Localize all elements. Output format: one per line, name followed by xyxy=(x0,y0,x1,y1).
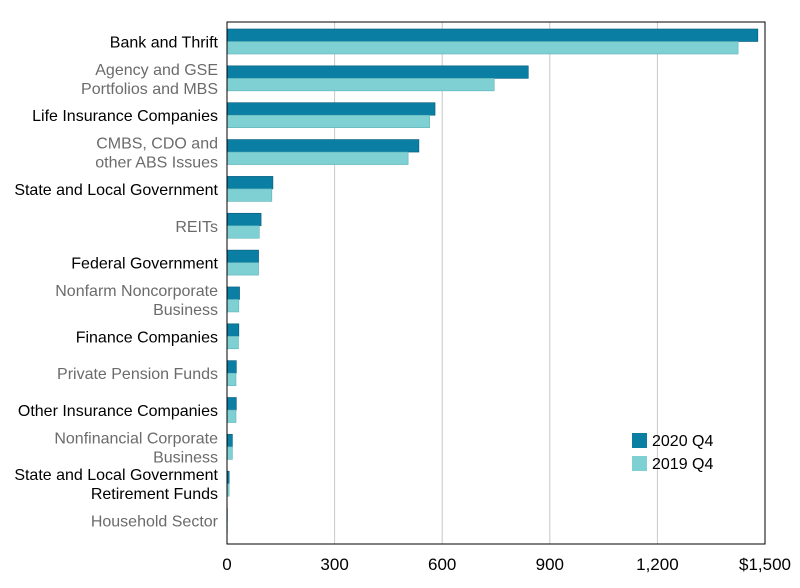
category-label: Business xyxy=(153,302,218,319)
bar-2020-q4 xyxy=(226,65,529,79)
x-tick-label: 0 xyxy=(222,555,231,574)
legend-swatch-2020 xyxy=(632,433,647,448)
bar-2020-q4 xyxy=(226,286,240,300)
x-tick-label: $1,500 xyxy=(739,555,791,574)
category-label: CMBS, CDO and xyxy=(96,136,218,153)
category-label: Bank and Thrift xyxy=(110,35,219,52)
bar-2020-q4 xyxy=(226,360,237,374)
bar-2019-q4 xyxy=(226,114,430,128)
category-label: Household Sector xyxy=(91,514,219,531)
bar-2019-q4 xyxy=(226,41,739,55)
bar-2019-q4 xyxy=(226,372,237,386)
bar-2019-q4 xyxy=(226,409,237,423)
category-label: State and Local Government xyxy=(14,467,218,484)
category-label: Nonfarm Noncorporate xyxy=(55,283,218,300)
x-axis-ticks: 0 300 600 900 1,200 $1,500 xyxy=(222,555,791,574)
bar-2020-q4 xyxy=(226,249,259,263)
category-label: Portfolios and MBS xyxy=(81,81,218,98)
category-label: Life Insurance Companies xyxy=(32,108,218,125)
bar-2019-q4 xyxy=(226,335,239,350)
bars xyxy=(226,28,759,534)
category-label: Private Pension Funds xyxy=(57,366,218,383)
bar-2019-q4 xyxy=(226,262,259,276)
bar-2020-q4 xyxy=(226,212,262,227)
legend-label-2019: 2019 Q4 xyxy=(652,456,713,473)
bar-2020-q4 xyxy=(226,28,759,42)
bar-2019-q4 xyxy=(226,188,273,202)
bar-2020-q4 xyxy=(226,397,237,411)
x-tick-label: 1,200 xyxy=(636,555,679,574)
category-label: Nonfinancial Corporate xyxy=(54,430,218,447)
gridlines xyxy=(334,22,658,544)
plot-frame xyxy=(226,21,766,545)
legend-swatch-2019 xyxy=(632,456,647,471)
bar-2019-q4 xyxy=(226,151,409,165)
bar-2019-q4 xyxy=(226,299,240,313)
bar-2020-q4 xyxy=(226,102,436,116)
legend-label-2020: 2020 Q4 xyxy=(652,433,713,450)
category-label: Federal Government xyxy=(71,256,218,273)
bar-2020-q4 xyxy=(226,434,233,448)
bar-2020-q4 xyxy=(226,139,420,153)
x-tick-label: 900 xyxy=(536,555,564,574)
x-tick-label: 300 xyxy=(320,555,348,574)
bar-2019-q4 xyxy=(226,225,260,239)
category-label: Agency and GSE xyxy=(95,62,218,79)
category-label: Finance Companies xyxy=(76,329,218,346)
bar-2020-q4 xyxy=(226,323,240,337)
bar-2020-q4 xyxy=(226,176,274,190)
category-label: Business xyxy=(153,449,218,466)
bar-2019-q4 xyxy=(226,78,495,92)
bar-2019-q4 xyxy=(226,446,233,460)
category-label: State and Local Government xyxy=(14,182,218,199)
category-label: Other Insurance Companies xyxy=(18,403,218,420)
x-tick-label: 600 xyxy=(428,555,456,574)
legend: 2020 Q4 2019 Q4 xyxy=(632,433,713,473)
category-label: Retirement Funds xyxy=(91,486,218,503)
category-labels: Bank and Thrift Agency and GSE Portfolios … xyxy=(14,35,218,531)
category-label: other ABS Issues xyxy=(95,155,218,172)
category-label: REITs xyxy=(175,219,218,236)
